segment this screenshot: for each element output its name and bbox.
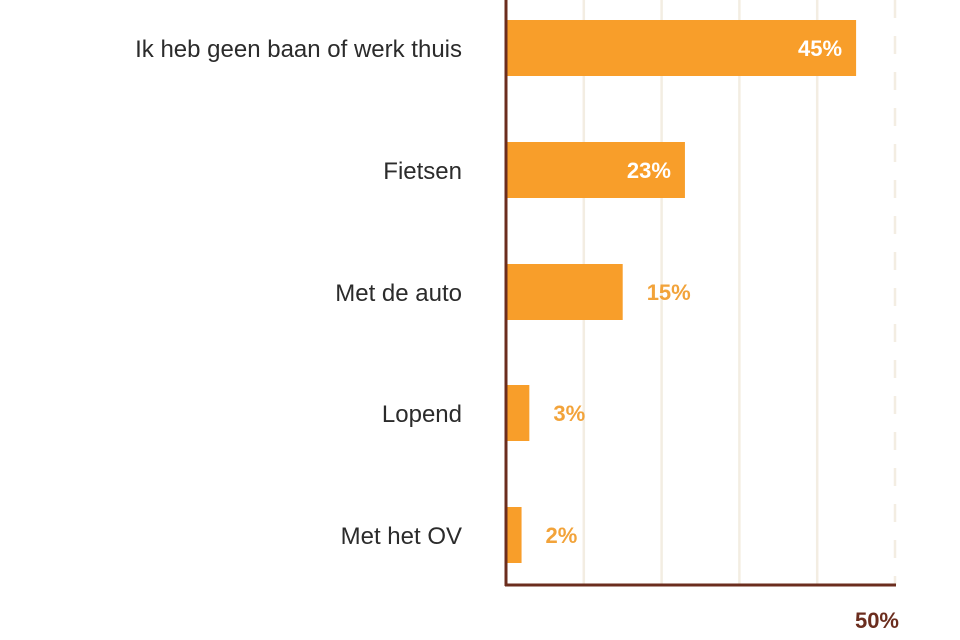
category-label: Ik heb geen baan of werk thuis	[135, 36, 462, 63]
value-label: 23%	[627, 158, 671, 183]
bar-layer	[506, 20, 857, 563]
bar	[506, 142, 685, 198]
axis-layer: 50%	[504, 0, 899, 633]
bar	[506, 264, 623, 320]
category-label: Lopend	[382, 401, 462, 428]
category-label: Fietsen	[383, 158, 462, 185]
category-label: Met de auto	[335, 280, 462, 307]
bar	[506, 20, 857, 76]
value-label: 2%	[546, 523, 578, 548]
grid-layer	[582, 0, 897, 585]
x-tick-label: 50%	[855, 608, 899, 633]
value-label: 45%	[798, 36, 842, 61]
category-label: Met het OV	[341, 523, 462, 550]
value-label: 15%	[647, 280, 691, 305]
value-label: 3%	[553, 401, 585, 426]
bar	[506, 507, 522, 563]
label-layer: Ik heb geen baan of werk thuis 45% Fietsen…	[135, 36, 842, 550]
bar	[506, 385, 530, 441]
